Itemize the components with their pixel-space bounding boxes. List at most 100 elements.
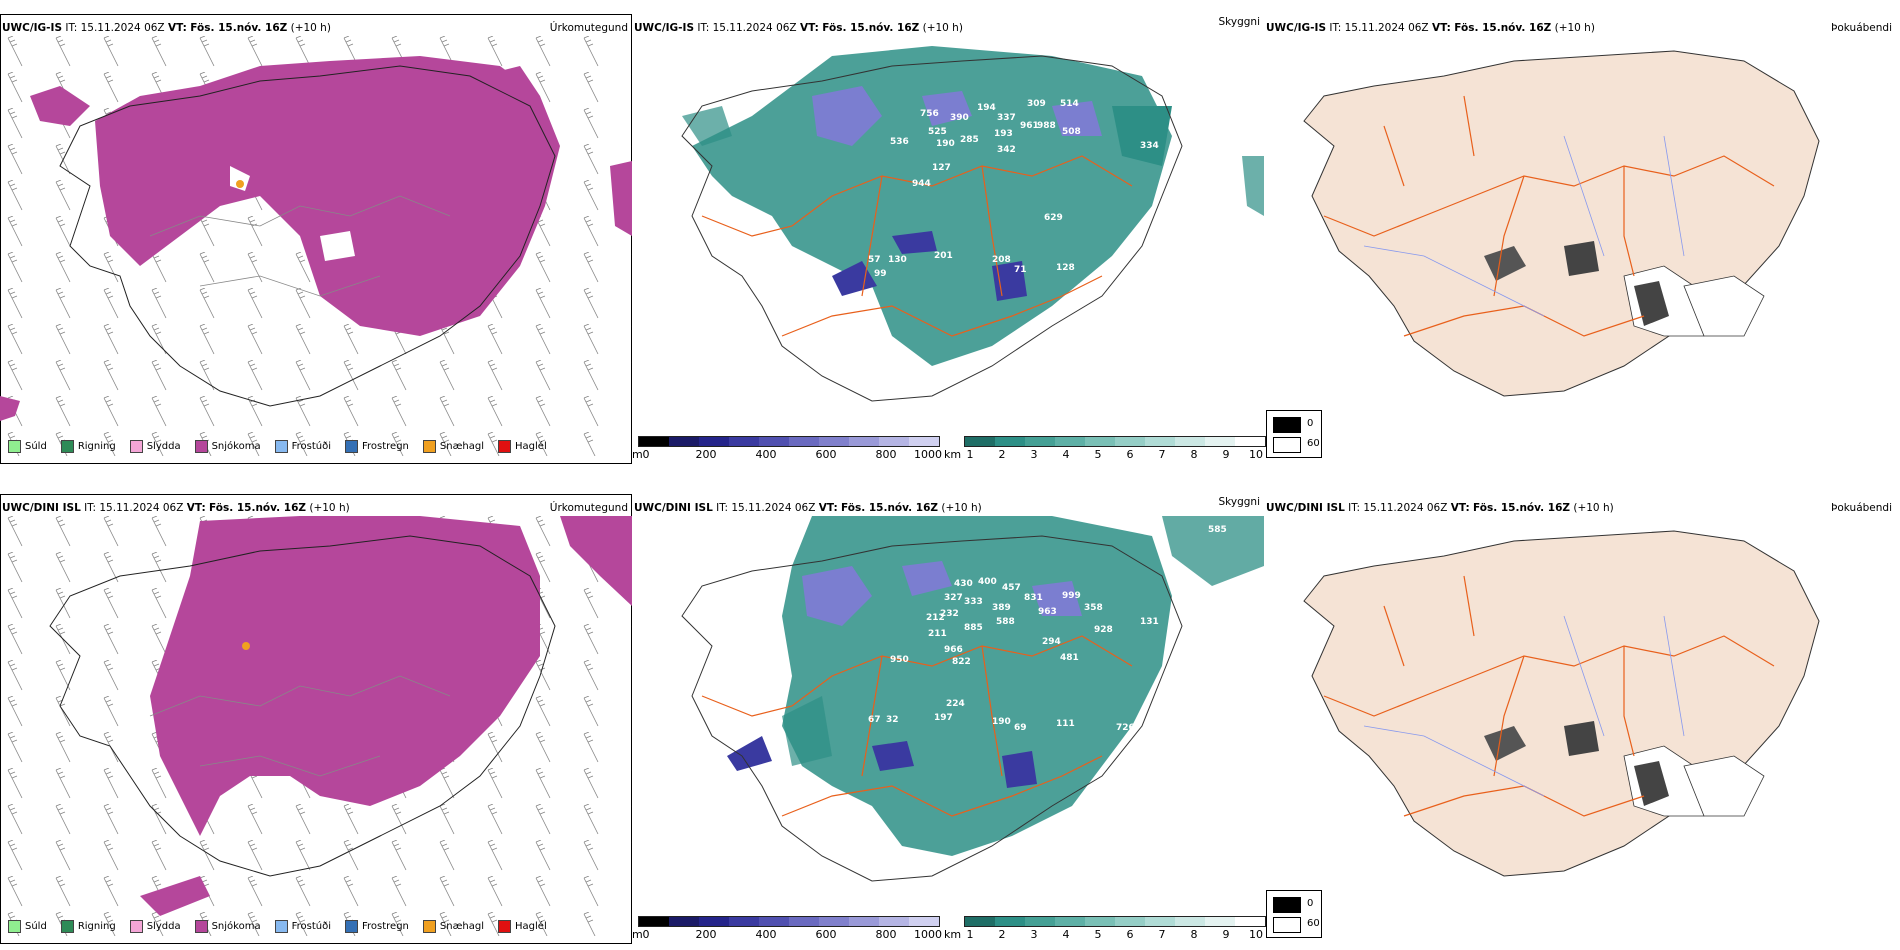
vis-label: 71	[1014, 265, 1027, 275]
vis-label: 966	[944, 645, 963, 655]
iceland-outline	[681, 55, 1183, 402]
fog-panel-1: UWC/IG-IS IT: 15.11.2024 06Z VT: Fös. 15…	[1264, 14, 1900, 464]
vis-label: 190	[992, 717, 1011, 727]
legend-item: Frostúði	[274, 920, 331, 933]
vis-label: 208	[992, 255, 1011, 265]
vis-label: 285	[960, 135, 979, 145]
iceland-land	[1303, 50, 1820, 397]
panel-title: Skyggni	[1218, 16, 1261, 28]
vt-value: Fös. 15.nóv. 16Z	[190, 22, 288, 34]
legend-item: Slydda	[129, 440, 181, 453]
panel-title: Skyggni	[1218, 496, 1261, 508]
it-value: 15.11.2024 06Z	[80, 22, 165, 34]
row-1: UWC/IG-IS IT: 15.11.2024 06Z VT: Fös. 15…	[0, 0, 1900, 470]
vis-label: 999	[1062, 591, 1081, 601]
it-value: 15.11.2024 06Z	[1363, 502, 1448, 514]
vis-label: 232	[940, 609, 959, 619]
model-name: UWC/IG-IS	[2, 22, 63, 34]
vis-label: 194	[977, 103, 996, 113]
vis-label: 885	[964, 623, 983, 633]
legend-swatch	[129, 920, 143, 933]
visibility-value-labels: 536 756 390 194 337 309 514 525 190 285 …	[868, 99, 1159, 399]
vis-label: 111	[1056, 719, 1075, 729]
vis-label: 197	[934, 713, 953, 723]
panel-title: Þokuábendi	[1831, 502, 1892, 514]
panel-header: UWC/DINI ISL IT: 15.11.2024 06Z VT: Fös.…	[634, 496, 1262, 514]
legend-item: Frostregn	[345, 920, 409, 933]
vis-label: 400	[978, 577, 997, 587]
vis-label: 358	[1084, 603, 1103, 613]
vis-label: 212	[926, 613, 945, 623]
it-label: IT:	[1329, 22, 1342, 34]
visibility-panel-1: UWC/IG-IS IT: 15.11.2024 06Z VT: Fös. 15…	[632, 14, 1266, 466]
legend-swatch	[194, 920, 208, 933]
it-value: 15.11.2024 06Z	[712, 22, 797, 34]
model-name: UWC/IG-IS	[634, 22, 695, 34]
iceland-land	[1303, 530, 1820, 877]
vis-label: 831	[1024, 593, 1043, 603]
vt-label: VT:	[1431, 22, 1451, 34]
vis-label: 481	[1060, 653, 1079, 663]
legend-item: Snæhagl	[422, 440, 484, 453]
vis-label: 961	[1020, 121, 1039, 131]
lead-time: (+10 h)	[922, 22, 963, 34]
legend-swatch	[498, 440, 512, 453]
vt-value: Fös. 15.nóv. 16Z	[841, 502, 939, 514]
height-colorbar: m 0 200 400 600 800 1000	[632, 436, 942, 466]
legend-swatch	[498, 920, 512, 933]
vis-label: 726	[1116, 723, 1135, 733]
vis-label: 333	[964, 597, 983, 607]
it-value: 15.11.2024 06Z	[99, 502, 184, 514]
visibility-panel-2: UWC/DINI ISL IT: 15.11.2024 06Z VT: Fös.…	[632, 494, 1266, 944]
vis-label: 41	[910, 861, 923, 871]
vis-label: 390	[950, 113, 969, 123]
legend-item: Frostúði	[274, 440, 331, 453]
legend-swatch	[345, 920, 358, 933]
vis-label: 211	[928, 629, 947, 639]
snow-area	[150, 516, 540, 836]
fog-map	[1303, 50, 1820, 397]
legend-item: Snjókoma	[194, 440, 261, 453]
vis-label: 950	[890, 655, 909, 665]
vis-label: 294	[1042, 637, 1061, 647]
legend-item: Snæhagl	[422, 920, 484, 933]
vis-label: 69	[1014, 723, 1027, 733]
legend-swatch	[422, 920, 436, 933]
vis-label: 944	[912, 179, 931, 189]
vis-label: 337	[997, 113, 1016, 123]
vt-label: VT:	[799, 22, 819, 34]
it-label: IT:	[1348, 502, 1361, 514]
iceland-outline	[681, 535, 1183, 882]
legend-item: Frostregn	[345, 440, 409, 453]
legend-swatch	[60, 920, 74, 933]
vis-label: 224	[946, 699, 965, 709]
visibility-map: 430 400 457 327 333 389 831 999 212 232 …	[681, 516, 1264, 882]
legend-swatch	[8, 440, 21, 453]
vis-label: 963	[1038, 607, 1057, 617]
legend-swatch	[129, 440, 143, 453]
vis-label: 193	[994, 129, 1013, 139]
roads	[701, 155, 1133, 337]
legend-item: Súld	[8, 920, 47, 933]
vt-label: VT:	[186, 502, 206, 514]
panel-header: UWC/IG-IS IT: 15.11.2024 06Z VT: Fös. 15…	[2, 22, 630, 34]
vis-label: 128	[1056, 263, 1075, 273]
legend-item: Snjókoma	[194, 920, 261, 933]
legend-item: Haglél	[498, 440, 547, 453]
lead-time: (+10 h)	[941, 502, 982, 514]
visibility-map: 536 756 390 194 337 309 514 525 190 285 …	[681, 46, 1264, 402]
model-name: UWC/DINI ISL	[1266, 502, 1345, 514]
legend-swatch	[274, 440, 288, 453]
snow-area	[95, 56, 560, 336]
vt-label: VT:	[1450, 502, 1470, 514]
it-label: IT:	[65, 22, 78, 34]
legend-item: Rigning	[60, 440, 116, 453]
fog-map	[1303, 530, 1820, 877]
legend-item: Súld	[8, 440, 47, 453]
vt-label: VT:	[167, 22, 187, 34]
precip-map	[0, 36, 632, 456]
panel-title: Úrkomutegund	[549, 502, 628, 514]
vis-label: 508	[1062, 127, 1081, 137]
visibility-value-labels: 430 400 457 327 333 389 831 999 212 232 …	[868, 525, 1227, 871]
vis-label: 111	[904, 389, 923, 399]
